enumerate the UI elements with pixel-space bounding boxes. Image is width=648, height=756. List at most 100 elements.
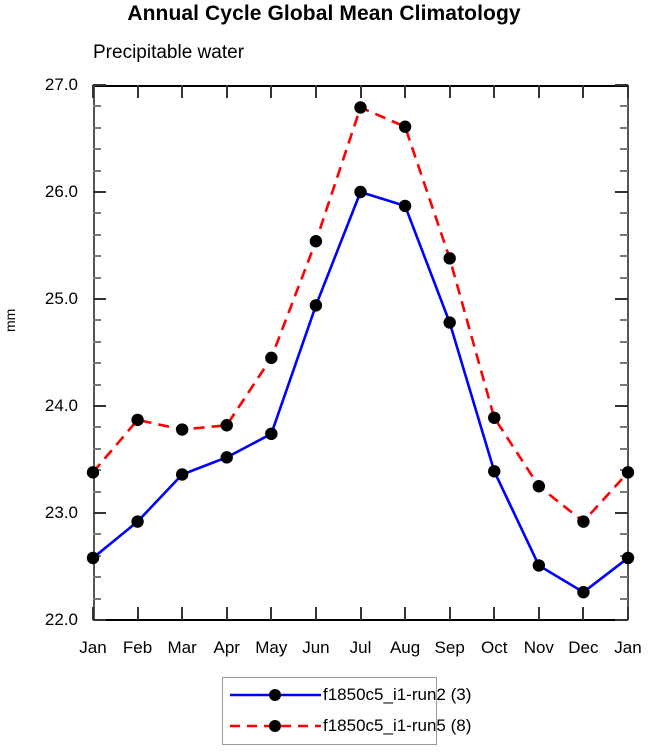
legend-item-run2[interactable]: f1850c5_i1-run2 (3) (223, 681, 471, 709)
y-minor-tick (93, 426, 101, 429)
x-tick-label: Oct (481, 638, 508, 657)
y-major-tick (93, 512, 106, 514)
y-minor-tick (93, 533, 101, 536)
x-major-tick (537, 85, 540, 98)
legend-swatch-run5 (230, 720, 321, 732)
data-point (621, 551, 635, 565)
x-major-tick (136, 85, 139, 98)
y-minor-tick (620, 340, 628, 343)
y-minor-tick (620, 105, 628, 108)
x-major-tick (404, 607, 407, 620)
y-minor-tick (93, 126, 101, 129)
y-major-tick (93, 619, 106, 621)
x-major-tick (359, 85, 362, 98)
y-major-tick (615, 619, 628, 621)
data-point (398, 120, 412, 133)
x-major-tick (582, 607, 585, 620)
y-minor-tick (620, 319, 628, 322)
y-axis-title: mm (2, 308, 18, 332)
y-major-tick (615, 512, 628, 514)
legend-label-run2: f1850c5_i1-run2 (3) (323, 685, 472, 704)
x-tick-label: Jun (302, 638, 330, 657)
x-major-tick (92, 607, 94, 620)
y-minor-tick (620, 576, 628, 579)
data-point (175, 423, 189, 436)
y-minor-tick (620, 533, 628, 536)
data-point (577, 515, 590, 528)
x-major-tick (448, 607, 451, 620)
y-minor-tick (620, 597, 628, 600)
y-minor-tick (620, 362, 628, 365)
data-point (354, 185, 367, 199)
x-tick-label: Dec (568, 638, 599, 657)
x-tick-label: Nov (523, 638, 554, 657)
y-minor-tick (620, 148, 628, 151)
y-minor-tick (93, 169, 101, 172)
y-minor-tick (620, 169, 628, 172)
y-tick-label: 22.0 (44, 610, 78, 629)
y-minor-tick (93, 276, 101, 279)
y-minor-tick (620, 490, 628, 493)
data-point (265, 351, 278, 365)
y-major-tick (93, 405, 106, 407)
x-major-tick (493, 607, 496, 620)
y-minor-tick (93, 212, 101, 215)
x-major-tick (92, 85, 94, 98)
data-point (443, 252, 456, 265)
chart-title: Annual Cycle Global Mean Climatology (127, 2, 521, 25)
data-point (220, 451, 233, 464)
y-minor-tick (93, 490, 101, 493)
y-minor-tick (93, 447, 101, 450)
y-major-tick (615, 298, 628, 300)
legend-item-run5[interactable]: f1850c5_i1-run5 (8) (223, 712, 471, 740)
x-major-tick (181, 85, 184, 98)
y-minor-tick (93, 319, 101, 322)
y-minor-tick (93, 383, 101, 386)
y-major-tick (93, 84, 106, 86)
x-tick-label: Sep (434, 638, 465, 657)
x-major-tick (493, 85, 496, 98)
x-major-tick (359, 607, 362, 620)
y-major-tick (615, 191, 628, 193)
plot-area (86, 84, 635, 621)
y-tick-label: 27.0 (44, 75, 78, 94)
chart-legend: f1850c5_i1-run2 (3) f1850c5_i1-run5 (8) (222, 677, 471, 745)
y-major-tick (615, 405, 628, 407)
y-tick-label: 24.0 (44, 396, 78, 415)
data-point (175, 468, 189, 481)
y-minor-tick (620, 447, 628, 450)
y-minor-tick (93, 148, 101, 151)
x-major-tick (270, 85, 273, 98)
y-minor-tick (93, 105, 101, 108)
x-tick-label: Aug (389, 638, 421, 657)
y-minor-tick (620, 255, 628, 258)
data-point (398, 199, 412, 213)
y-minor-tick (620, 233, 628, 236)
y-minor-tick (93, 340, 101, 343)
x-tick-label: May (255, 638, 288, 657)
x-tick-label: Jan (79, 638, 107, 657)
x-tick-label: Feb (122, 638, 153, 657)
axis-bottom (93, 619, 628, 621)
data-point (532, 559, 546, 572)
data-point (621, 466, 635, 479)
data-point (488, 465, 501, 478)
x-tick-label: Apr (213, 638, 240, 657)
y-minor-tick (620, 126, 628, 129)
y-tick-label: 26.0 (44, 182, 78, 201)
y-major-tick (615, 84, 628, 86)
data-point (131, 413, 144, 427)
series-line-1 (92, 105, 629, 524)
legend-swatch-run2 (230, 689, 321, 701)
y-minor-tick (93, 597, 101, 600)
y-minor-tick (620, 276, 628, 279)
data-point (443, 316, 456, 329)
data-point (309, 299, 323, 312)
x-tick-label: Jan (614, 638, 642, 657)
x-tick-label: Jul (349, 638, 372, 657)
x-tick-label: Mar (167, 638, 197, 657)
data-point (131, 515, 144, 528)
axis-right (627, 85, 629, 620)
y-minor-tick (93, 233, 101, 236)
